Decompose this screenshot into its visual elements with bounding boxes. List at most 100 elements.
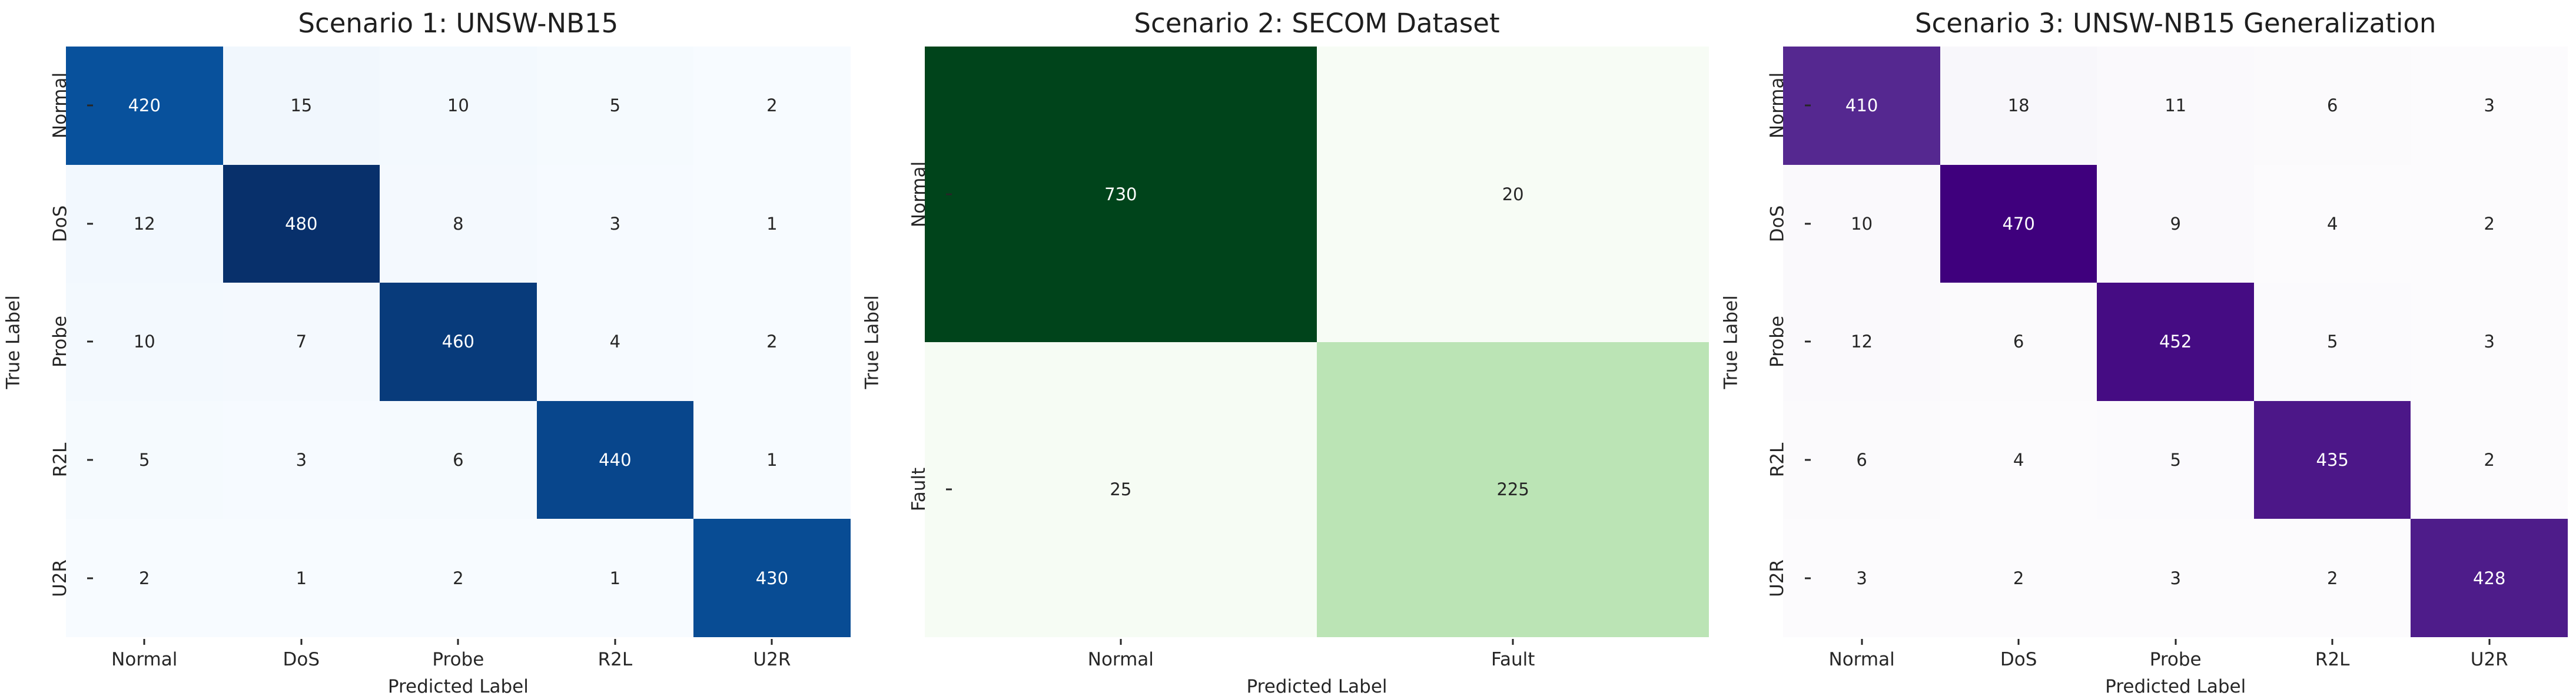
heatmap-cell: 4 [536,283,694,401]
heatmap-cell: 1 [693,400,851,519]
y-tick-label: R2L [27,401,94,519]
y-tick-labels: Normal DoS Probe R2L U2R [27,47,94,637]
tick-mark [87,577,94,579]
chart-title: Scenario 3: UNSW-NB15 Generalization [1914,8,2436,39]
heatmap-cell: 11 [2097,47,2254,165]
tick-mark [2331,639,2333,645]
x-tick-label: Normal [1783,637,1940,671]
heatmap-cell: 2 [380,519,537,637]
heatmap-cell: 1 [536,519,694,637]
x-tick-label: Fault [1317,637,1709,671]
x-tick-label: DoS [1940,637,2097,671]
heatmap-cell: 15 [223,47,380,165]
y-tick-label: U2R [1744,519,1811,637]
heatmap-grid: 420 15 10 5 2 12 480 8 3 1 10 7 460 4 2 5 3 6 440 1 2 1 2 1 430 [66,47,851,637]
heatmap-grid: 730 20 25 225 [924,47,1709,637]
tick-mark [87,104,94,107]
heatmap-cell: 2 [1940,519,2097,637]
tick-mark [300,639,303,645]
heatmap-cell: 3 [223,400,380,519]
heatmap-cell: 435 [2253,400,2411,519]
y-axis-title: True Label [861,294,883,389]
heatmap-cell: 1 [693,164,851,283]
subplot-scenario-2: Scenario 2: SECOM Dataset True Label Nor… [859,0,1718,699]
y-tick-label: Probe [1744,283,1811,401]
heatmap-cell: 5 [536,47,694,165]
heatmap-cell: 8 [380,164,537,283]
heatmap-cell: 20 [1317,47,1709,342]
y-tick-labels: Normal DoS Probe R2L U2R [1744,47,1811,637]
heatmap-cell: 480 [223,164,380,283]
x-tick-labels: Normal DoS Probe R2L U2R [66,637,851,671]
heatmap-cell: 2 [2411,400,2568,519]
heatmap-cell: 430 [693,519,851,637]
tick-mark [945,193,952,196]
heatmap-cell: 9 [2097,164,2254,283]
x-tick-label: U2R [693,637,851,671]
chart-title: Scenario 1: UNSW-NB15 [298,8,619,39]
heatmap-cell: 4 [1940,400,2097,519]
tick-mark [771,639,773,645]
heatmap-cell: 18 [1940,47,2097,165]
x-tick-labels: Normal DoS Probe R2L U2R [1783,637,2568,671]
tick-mark [1512,639,1514,645]
heatmap-cell: 5 [2253,283,2411,401]
x-tick-label: R2L [537,637,694,671]
heatmap-cell: 3 [2411,283,2568,401]
tick-mark [1861,639,1863,645]
y-tick-label: Normal [1744,47,1811,165]
y-tick-label: R2L [1744,401,1811,519]
tick-mark [87,459,94,461]
tick-mark [87,223,94,225]
heatmap-cell: 6 [380,400,537,519]
tick-mark [1804,104,1811,107]
tick-mark [457,639,459,645]
y-axis-title: True Label [1720,294,1742,389]
heatmap-cell: 25 [924,342,1317,637]
tick-mark [143,639,145,645]
y-tick-label: Normal [886,47,952,342]
heatmap-cell: 2 [693,47,851,165]
y-tick-label: Fault [886,342,952,638]
heatmap-cell: 6 [2253,47,2411,165]
tick-mark [614,639,616,645]
heatmap-cell: 6 [1940,283,2097,401]
heatmap-cell: 225 [1317,342,1709,637]
heatmap-cell: 1 [223,519,380,637]
y-tick-label: Normal [27,47,94,165]
tick-mark [1120,639,1122,645]
heatmap-cell: 452 [2097,283,2254,401]
tick-mark [1804,223,1811,225]
tick-mark [1804,340,1811,343]
y-tick-label: Probe [27,283,94,401]
x-axis-title: Predicted Label [387,676,529,697]
tick-mark [2488,639,2491,645]
heatmap-cell: 5 [66,400,223,519]
heatmap-cell: 4 [2253,164,2411,283]
y-tick-label: DoS [27,165,94,283]
heatmap-cell: 2 [2411,164,2568,283]
heatmap-cell: 440 [536,400,694,519]
x-tick-label: Normal [925,637,1317,671]
y-tick-label: U2R [27,519,94,637]
tick-mark [87,340,94,343]
tick-mark [945,488,952,491]
heatmap-grid: 410 18 11 6 3 10 470 9 4 2 12 6 452 5 3 6 4 5 435 2 3 2 3 2 428 [1783,47,2568,637]
heatmap-cell: 410 [1783,47,1940,165]
chart-title: Scenario 2: SECOM Dataset [1134,8,1500,39]
subplot-scenario-1: Scenario 1: UNSW-NB15 True Label Normal D… [0,0,859,699]
x-tick-labels: Normal Fault [925,637,1709,671]
heatmap-cell: 7 [223,283,380,401]
x-tick-label: U2R [2411,637,2568,671]
tick-mark [2017,639,2020,645]
x-tick-label: Probe [2097,637,2254,671]
y-tick-label: DoS [1744,165,1811,283]
heatmap-cell: 460 [380,283,537,401]
heatmap-cell: 2 [2253,519,2411,637]
x-tick-label: DoS [223,637,380,671]
heatmap-cell: 5 [2097,400,2254,519]
y-tick-labels: Normal Fault [886,47,952,637]
x-axis-title: Predicted Label [2105,676,2246,697]
x-tick-label: Probe [380,637,537,671]
